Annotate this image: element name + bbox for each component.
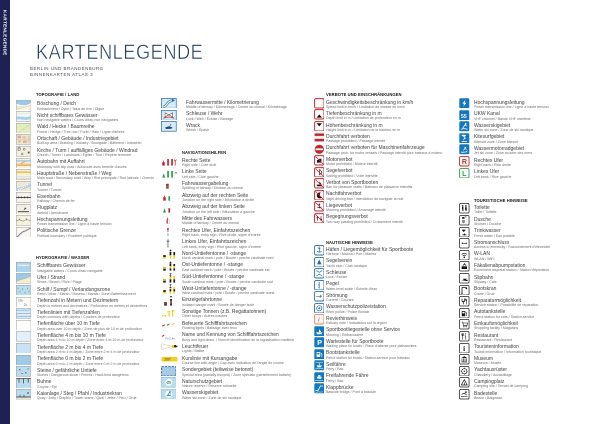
svg-text:105: 105 <box>17 298 23 302</box>
svg-text:L: L <box>462 171 467 178</box>
svg-text:P: P <box>317 338 322 347</box>
svg-text:Fl.G.4s: Fl.G.4s <box>165 336 175 340</box>
svg-text:R: R <box>462 159 467 166</box>
svg-text:250°: 250° <box>164 358 171 362</box>
svg-text:55: 55 <box>461 113 467 119</box>
svg-text:i: i <box>318 318 320 324</box>
svg-text:23: 23 <box>23 302 27 306</box>
svg-text:i: i <box>463 345 465 353</box>
